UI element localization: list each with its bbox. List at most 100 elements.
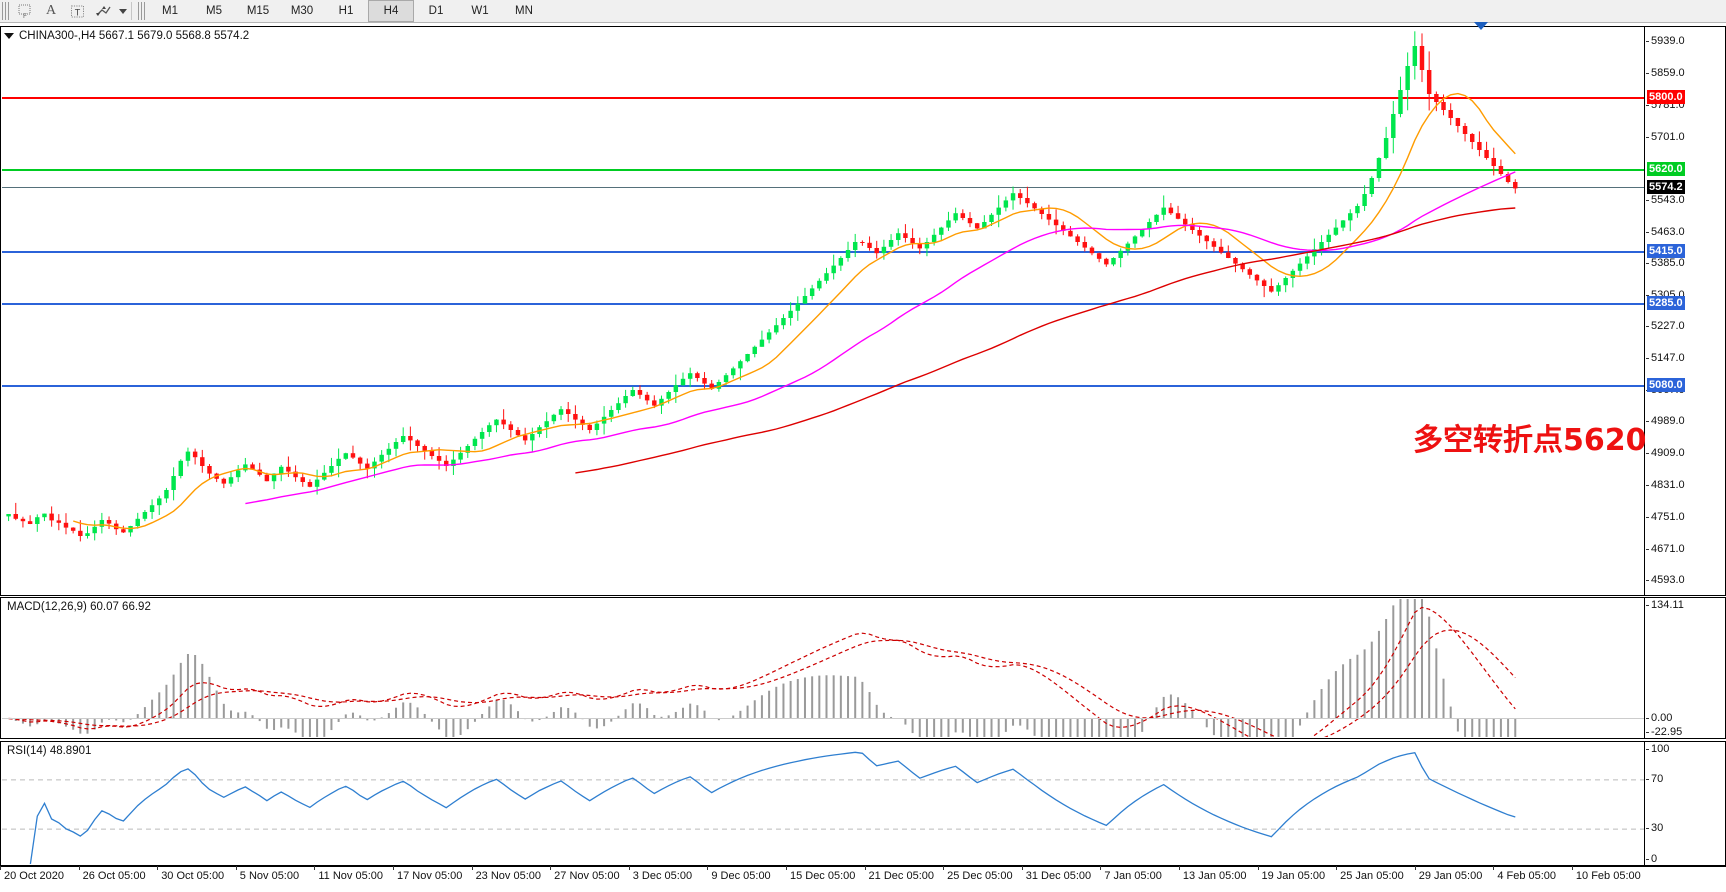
symbol-header-text: CHINA300-,H4 5667.1 5679.0 5568.8 5574.2 — [19, 30, 250, 42]
time-tick: 30 Oct 05:00 — [157, 866, 225, 882]
price-tick: 5939.0 — [1646, 35, 1685, 48]
macd-tick: 0.00 — [1645, 711, 1673, 724]
rsi-tick: 100 — [1645, 743, 1670, 755]
timeframe-grip[interactable] — [138, 2, 145, 20]
price-chart-pane[interactable]: 5939.0 5859.0 5781.0 5701.0 5543.0 5463.0 5385… — [0, 26, 1726, 596]
timeframe-h4[interactable]: H4 — [368, 0, 414, 22]
level-line-5574.2[interactable] — [2, 187, 1644, 189]
time-tick: 21 Dec 05:00 — [864, 866, 934, 882]
toolbar-separator — [131, 2, 132, 20]
macd-line — [8, 606, 1516, 737]
time-tick: 25 Jan 05:00 — [1336, 866, 1404, 882]
macd-tick: 134.11 — [1646, 599, 1684, 611]
symbol-header[interactable]: CHINA300-,H4 5667.1 5679.0 5568.8 5574.2 — [4, 30, 249, 42]
macd-axis: 134.11 0.00 -22.95 — [1644, 598, 1725, 738]
price-level-tag[interactable]: 5620.0 — [1647, 162, 1685, 176]
collapse-triangle-icon[interactable] — [4, 33, 14, 39]
level-line-5080[interactable] — [2, 385, 1644, 387]
moving-average-line — [72, 92, 1516, 530]
price-tick: 4989.0 — [1646, 415, 1685, 428]
price-tick: 4751.0 — [1646, 510, 1685, 523]
price-axis[interactable]: 5939.0 5859.0 5781.0 5701.0 5543.0 5463.0 5385… — [1644, 27, 1725, 595]
time-tick: 17 Nov 05:00 — [392, 866, 463, 882]
time-tick: 7 Jan 05:00 — [1100, 866, 1162, 882]
price-tick: 5385.0 — [1646, 257, 1685, 269]
price-tick: 5543.0 — [1646, 193, 1685, 206]
candlestick-series — [6, 31, 1518, 542]
macd-tick: -22.95 — [1645, 726, 1683, 738]
dropdown-caret-icon[interactable] — [119, 8, 127, 14]
price-level-tag[interactable]: 5800.0 — [1647, 90, 1685, 104]
text-box-icon[interactable]: T — [64, 1, 90, 21]
price-plot-area[interactable] — [2, 28, 1644, 594]
toolbar: F A T M1 M5 M15 M30 H1 H4 D1 W1 MN — [0, 0, 1726, 23]
time-tick: 23 Nov 05:00 — [471, 866, 541, 882]
price-tick: 5463.0 — [1646, 225, 1685, 238]
timeframe-w1[interactable]: W1 — [471, 5, 489, 17]
timeframe-mn[interactable]: MN — [515, 5, 533, 17]
time-tick: 19 Jan 05:00 — [1257, 866, 1326, 882]
rsi-line — [29, 751, 1516, 864]
price-level-tag[interactable]: 5285.0 — [1647, 296, 1685, 310]
time-tick: 4 Feb 05:00 — [1493, 866, 1557, 882]
price-tick: 4593.0 — [1646, 573, 1685, 586]
text-a-icon[interactable]: A — [45, 3, 57, 18]
rsi-label: RSI(14) 48.8901 — [7, 745, 92, 757]
crosshair-f-icon[interactable]: F — [12, 1, 38, 21]
macd-pane[interactable]: 134.11 0.00 -22.95 MACD(12,26,9) 60.07 66.… — [0, 597, 1726, 739]
price-tick: 5701.0 — [1646, 130, 1685, 143]
level-line-5620[interactable] — [2, 169, 1644, 171]
price-level-tag[interactable]: 5080.0 — [1647, 378, 1685, 392]
time-tick: 11 Nov 05:00 — [314, 866, 383, 882]
level-line-5800[interactable] — [2, 97, 1644, 99]
level-line-5285[interactable] — [2, 303, 1644, 305]
timeframe-m30[interactable]: M30 — [290, 5, 314, 17]
moving-average-line — [575, 207, 1516, 474]
macd-series — [2, 599, 1644, 737]
price-tick: 4831.0 — [1646, 478, 1685, 491]
price-tick: 5147.0 — [1646, 352, 1685, 365]
rsi-tick: 30 — [1645, 822, 1664, 835]
price-level-tag[interactable]: 5574.2 — [1647, 180, 1685, 195]
horizontal-scrollbar[interactable] — [0, 884, 1726, 892]
time-tick: 15 Dec 05:00 — [785, 866, 856, 882]
toolbar-grip[interactable] — [2, 2, 9, 20]
timeframe-bar: M1 M5 M15 M30 H1 H4 D1 W1 MN — [148, 0, 546, 22]
objects-icon[interactable] — [90, 1, 116, 21]
timeframe-d1[interactable]: D1 — [428, 5, 444, 17]
svg-text:F: F — [23, 14, 27, 19]
moving-average-line — [245, 171, 1516, 505]
price-tick: 5227.0 — [1646, 320, 1685, 333]
macd-line — [8, 629, 1516, 737]
rsi-series — [2, 751, 1644, 864]
time-tick: 10 Feb 05:00 — [1571, 866, 1641, 882]
rsi-tick: 70 — [1645, 772, 1664, 785]
svg-text:T: T — [74, 7, 80, 17]
chart-top-marker-icon — [1473, 22, 1488, 30]
timeframe-m5[interactable]: M5 — [206, 5, 222, 17]
time-tick: 27 Nov 05:00 — [550, 866, 620, 882]
rsi-plot-area[interactable] — [2, 743, 1644, 864]
timeframe-h1[interactable]: H1 — [338, 5, 354, 17]
price-level-tag[interactable]: 5415.0 — [1647, 244, 1685, 258]
rsi-axis: 100 70 30 0 — [1644, 742, 1725, 865]
macd-plot-area[interactable] — [2, 599, 1644, 737]
rsi-pane[interactable]: 100 70 30 0 RSI(14) 48.8901 — [0, 741, 1726, 866]
chart-annotation[interactable]: 多空转折点5620 — [1413, 423, 1647, 458]
time-tick: 20 Oct 2020 — [0, 866, 64, 882]
timeframe-m15[interactable]: M15 — [246, 5, 270, 17]
price-tick: 4909.0 — [1646, 447, 1685, 460]
time-tick: 13 Jan 05:00 — [1178, 866, 1247, 882]
timeframe-m1[interactable]: M1 — [162, 5, 178, 17]
price-tick: 4671.0 — [1646, 542, 1685, 555]
time-tick: 3 Dec 05:00 — [628, 866, 693, 882]
macd-label: MACD(12,26,9) 60.07 66.92 — [7, 601, 151, 613]
level-line-5415[interactable] — [2, 251, 1644, 253]
time-tick: 29 Jan 05:00 — [1414, 866, 1483, 882]
time-tick: 5 Nov 05:00 — [235, 866, 300, 882]
time-tick: 26 Oct 05:00 — [78, 866, 146, 882]
time-tick: 9 Dec 05:00 — [707, 866, 771, 882]
price-tick: 5859.0 — [1646, 67, 1685, 80]
time-tick: 31 Dec 05:00 — [1021, 866, 1092, 882]
